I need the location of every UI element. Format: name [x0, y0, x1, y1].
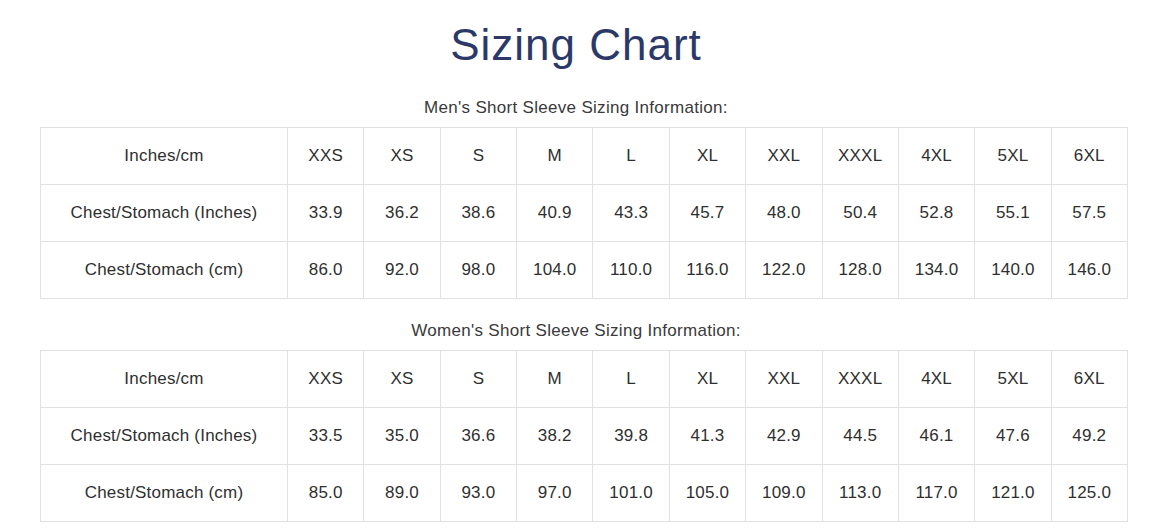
- measurement-cell: 128.0: [822, 242, 898, 299]
- measurement-cell: 92.0: [364, 242, 440, 299]
- measurement-cell: 40.9: [517, 185, 593, 242]
- measurement-cell: 42.9: [746, 408, 822, 465]
- size-header-cell: XXL: [746, 351, 822, 408]
- measurement-cell: 134.0: [898, 242, 974, 299]
- size-header-cell: XXL: [746, 128, 822, 185]
- size-header-cell: L: [593, 351, 669, 408]
- measurement-cell: 98.0: [440, 242, 516, 299]
- table-row: Chest/Stomach (Inches)33.936.238.640.943…: [41, 185, 1128, 242]
- size-header-cell: 4XL: [898, 128, 974, 185]
- measurement-cell: 121.0: [975, 465, 1051, 522]
- measurement-cell: 36.2: [364, 185, 440, 242]
- measurement-cell: 52.8: [898, 185, 974, 242]
- measurement-cell: 86.0: [288, 242, 364, 299]
- size-header-cell: 4XL: [898, 351, 974, 408]
- size-header-cell: M: [517, 351, 593, 408]
- mens-sizing-table: Inches/cmXXSXSSMLXLXXLXXXL4XL5XL6XLChest…: [40, 127, 1128, 299]
- measurement-cell: 39.8: [593, 408, 669, 465]
- measurement-cell: 44.5: [822, 408, 898, 465]
- measurement-cell: 110.0: [593, 242, 669, 299]
- measurement-cell: 89.0: [364, 465, 440, 522]
- size-header-cell: 6XL: [1051, 351, 1127, 408]
- measurement-cell: 50.4: [822, 185, 898, 242]
- table-row: Chest/Stomach (cm)85.089.093.097.0101.01…: [41, 465, 1128, 522]
- measurement-cell: 146.0: [1051, 242, 1127, 299]
- measurement-cell: 85.0: [288, 465, 364, 522]
- size-header-cell: XXS: [288, 351, 364, 408]
- measurement-cell: 109.0: [746, 465, 822, 522]
- size-header-cell: L: [593, 128, 669, 185]
- size-header-cell: M: [517, 128, 593, 185]
- size-header-cell: XS: [364, 128, 440, 185]
- corner-label-cell: Inches/cm: [41, 128, 288, 185]
- measurement-cell: 45.7: [669, 185, 745, 242]
- table-header-row: Inches/cmXXSXSSMLXLXXLXXXL4XL5XL6XL: [41, 351, 1128, 408]
- table-header-row: Inches/cmXXSXSSMLXLXXLXXXL4XL5XL6XL: [41, 128, 1128, 185]
- size-header-cell: XXXL: [822, 351, 898, 408]
- mens-section-heading: Men's Short Sleeve Sizing Information:: [40, 98, 1112, 118]
- measurement-cell: 122.0: [746, 242, 822, 299]
- size-header-cell: 5XL: [975, 128, 1051, 185]
- measurement-cell: 105.0: [669, 465, 745, 522]
- row-label-cell: Chest/Stomach (Inches): [41, 408, 288, 465]
- size-header-cell: S: [440, 351, 516, 408]
- measurement-cell: 55.1: [975, 185, 1051, 242]
- measurement-cell: 35.0: [364, 408, 440, 465]
- sizing-chart-page: Sizing Chart Men's Short Sleeve Sizing I…: [0, 18, 1152, 522]
- size-header-cell: 6XL: [1051, 128, 1127, 185]
- measurement-cell: 33.5: [288, 408, 364, 465]
- measurement-cell: 33.9: [288, 185, 364, 242]
- measurement-cell: 57.5: [1051, 185, 1127, 242]
- size-header-cell: XXXL: [822, 128, 898, 185]
- size-header-cell: XL: [669, 128, 745, 185]
- measurement-cell: 43.3: [593, 185, 669, 242]
- measurement-cell: 49.2: [1051, 408, 1127, 465]
- measurement-cell: 140.0: [975, 242, 1051, 299]
- measurement-cell: 48.0: [746, 185, 822, 242]
- measurement-cell: 116.0: [669, 242, 745, 299]
- measurement-cell: 46.1: [898, 408, 974, 465]
- row-label-cell: Chest/Stomach (cm): [41, 465, 288, 522]
- measurement-cell: 38.6: [440, 185, 516, 242]
- measurement-cell: 36.6: [440, 408, 516, 465]
- size-header-cell: XL: [669, 351, 745, 408]
- measurement-cell: 101.0: [593, 465, 669, 522]
- row-label-cell: Chest/Stomach (Inches): [41, 185, 288, 242]
- table-row: Chest/Stomach (Inches)33.535.036.638.239…: [41, 408, 1128, 465]
- measurement-cell: 104.0: [517, 242, 593, 299]
- measurement-cell: 47.6: [975, 408, 1051, 465]
- size-header-cell: XXS: [288, 128, 364, 185]
- womens-section-heading: Women's Short Sleeve Sizing Information:: [40, 321, 1112, 341]
- measurement-cell: 93.0: [440, 465, 516, 522]
- measurement-cell: 38.2: [517, 408, 593, 465]
- size-header-cell: 5XL: [975, 351, 1051, 408]
- corner-label-cell: Inches/cm: [41, 351, 288, 408]
- page-title: Sizing Chart: [40, 18, 1112, 72]
- row-label-cell: Chest/Stomach (cm): [41, 242, 288, 299]
- measurement-cell: 41.3: [669, 408, 745, 465]
- measurement-cell: 125.0: [1051, 465, 1127, 522]
- table-row: Chest/Stomach (cm)86.092.098.0104.0110.0…: [41, 242, 1128, 299]
- measurement-cell: 113.0: [822, 465, 898, 522]
- size-header-cell: S: [440, 128, 516, 185]
- womens-sizing-table: Inches/cmXXSXSSMLXLXXLXXXL4XL5XL6XLChest…: [40, 350, 1128, 522]
- measurement-cell: 97.0: [517, 465, 593, 522]
- measurement-cell: 117.0: [898, 465, 974, 522]
- size-header-cell: XS: [364, 351, 440, 408]
